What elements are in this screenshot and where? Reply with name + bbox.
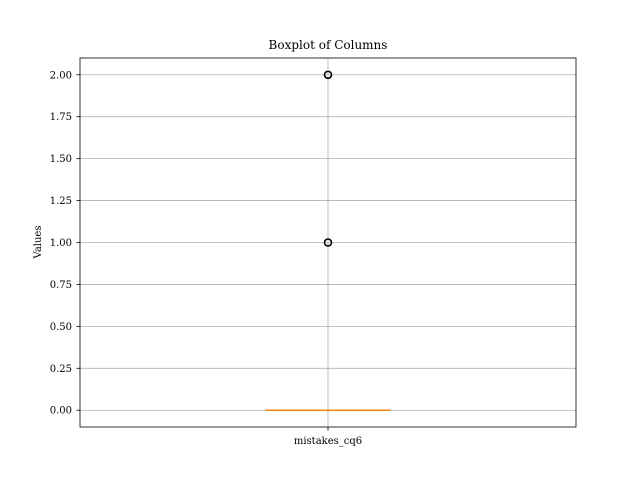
y-tick-label: 2.00 — [50, 70, 72, 81]
y-tick-label: 1.75 — [50, 112, 72, 123]
chart-title: Boxplot of Columns — [269, 38, 388, 52]
y-axis-label: Values — [33, 226, 44, 260]
grid-layer — [80, 58, 576, 427]
x-tick-label: mistakes_cq6 — [294, 436, 362, 447]
y-tick-label: 1.50 — [50, 154, 72, 165]
y-tick-label: 1.25 — [50, 196, 72, 207]
y-tick-label: 0.25 — [50, 364, 72, 375]
tick-layer: 0.00 0.25 0.50 0.75 1.00 1.25 1.50 1.75 2.00 mist… — [50, 70, 362, 447]
outlier-point — [323, 238, 333, 247]
y-tick-label: 0.50 — [50, 322, 72, 333]
y-tick-label: 1.00 — [50, 238, 72, 249]
y-tick-label: 0.00 — [50, 406, 72, 417]
outlier-point — [323, 70, 333, 80]
y-tick-label: 0.75 — [50, 280, 72, 291]
box-layer — [265, 70, 391, 411]
